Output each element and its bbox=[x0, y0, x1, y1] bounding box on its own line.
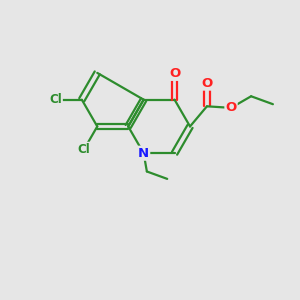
Text: O: O bbox=[225, 101, 237, 114]
Text: Cl: Cl bbox=[78, 143, 91, 156]
Text: Cl: Cl bbox=[49, 93, 62, 106]
Text: O: O bbox=[169, 67, 180, 80]
Text: O: O bbox=[201, 76, 212, 90]
Text: N: N bbox=[138, 147, 149, 160]
